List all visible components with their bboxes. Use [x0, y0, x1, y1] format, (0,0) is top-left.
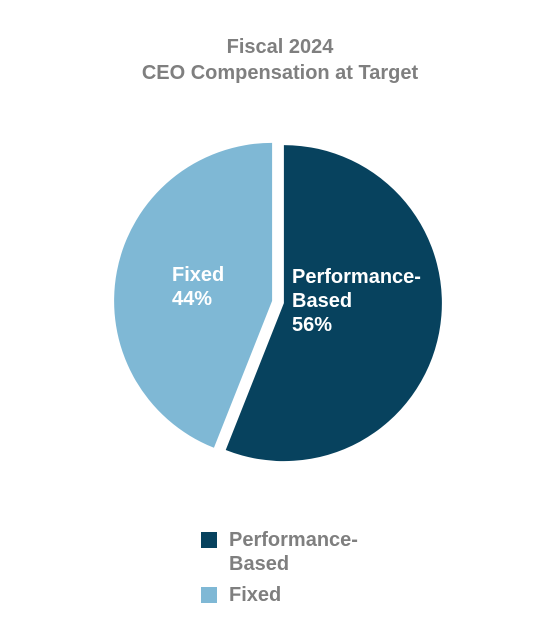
- pie-label-line: 44%: [172, 288, 212, 310]
- pie-label-line: Based: [292, 290, 352, 312]
- legend-swatch-fixed: [201, 587, 217, 603]
- legend-label-performance-based: Performance- Based: [229, 528, 379, 576]
- legend-item-performance-based: Performance- Based: [201, 528, 379, 576]
- legend-label-line1: Performance-: [229, 529, 358, 551]
- chart-legend: Performance- Based Fixed: [201, 528, 379, 614]
- pie-label-fixed: Fixed 44%: [172, 264, 224, 310]
- pie-label-line: Fixed: [172, 264, 224, 286]
- legend-label-fixed: Fixed: [229, 584, 282, 606]
- legend-label-line2: Based: [229, 553, 290, 575]
- chart-title-line1: Fiscal 2024: [226, 36, 334, 58]
- pie-chart: Performance-Based 56% Fixed 44%: [114, 142, 442, 462]
- pie-label-performance-based: Performance-Based 56%: [292, 266, 421, 336]
- chart-subtitle: CEO Compensation at Target: [141, 62, 419, 84]
- pie-slice-performance-based: [225, 145, 442, 462]
- legend-item-fixed: Fixed: [201, 583, 379, 607]
- chart-title: Fiscal 2024 CEO Compensation at Target: [0, 34, 560, 86]
- legend-swatch-performance-based: [201, 532, 217, 548]
- pie-label-line: 56%: [292, 314, 332, 336]
- pie-slice-fixed: [114, 142, 273, 448]
- pie-label-line: Performance-: [292, 266, 421, 288]
